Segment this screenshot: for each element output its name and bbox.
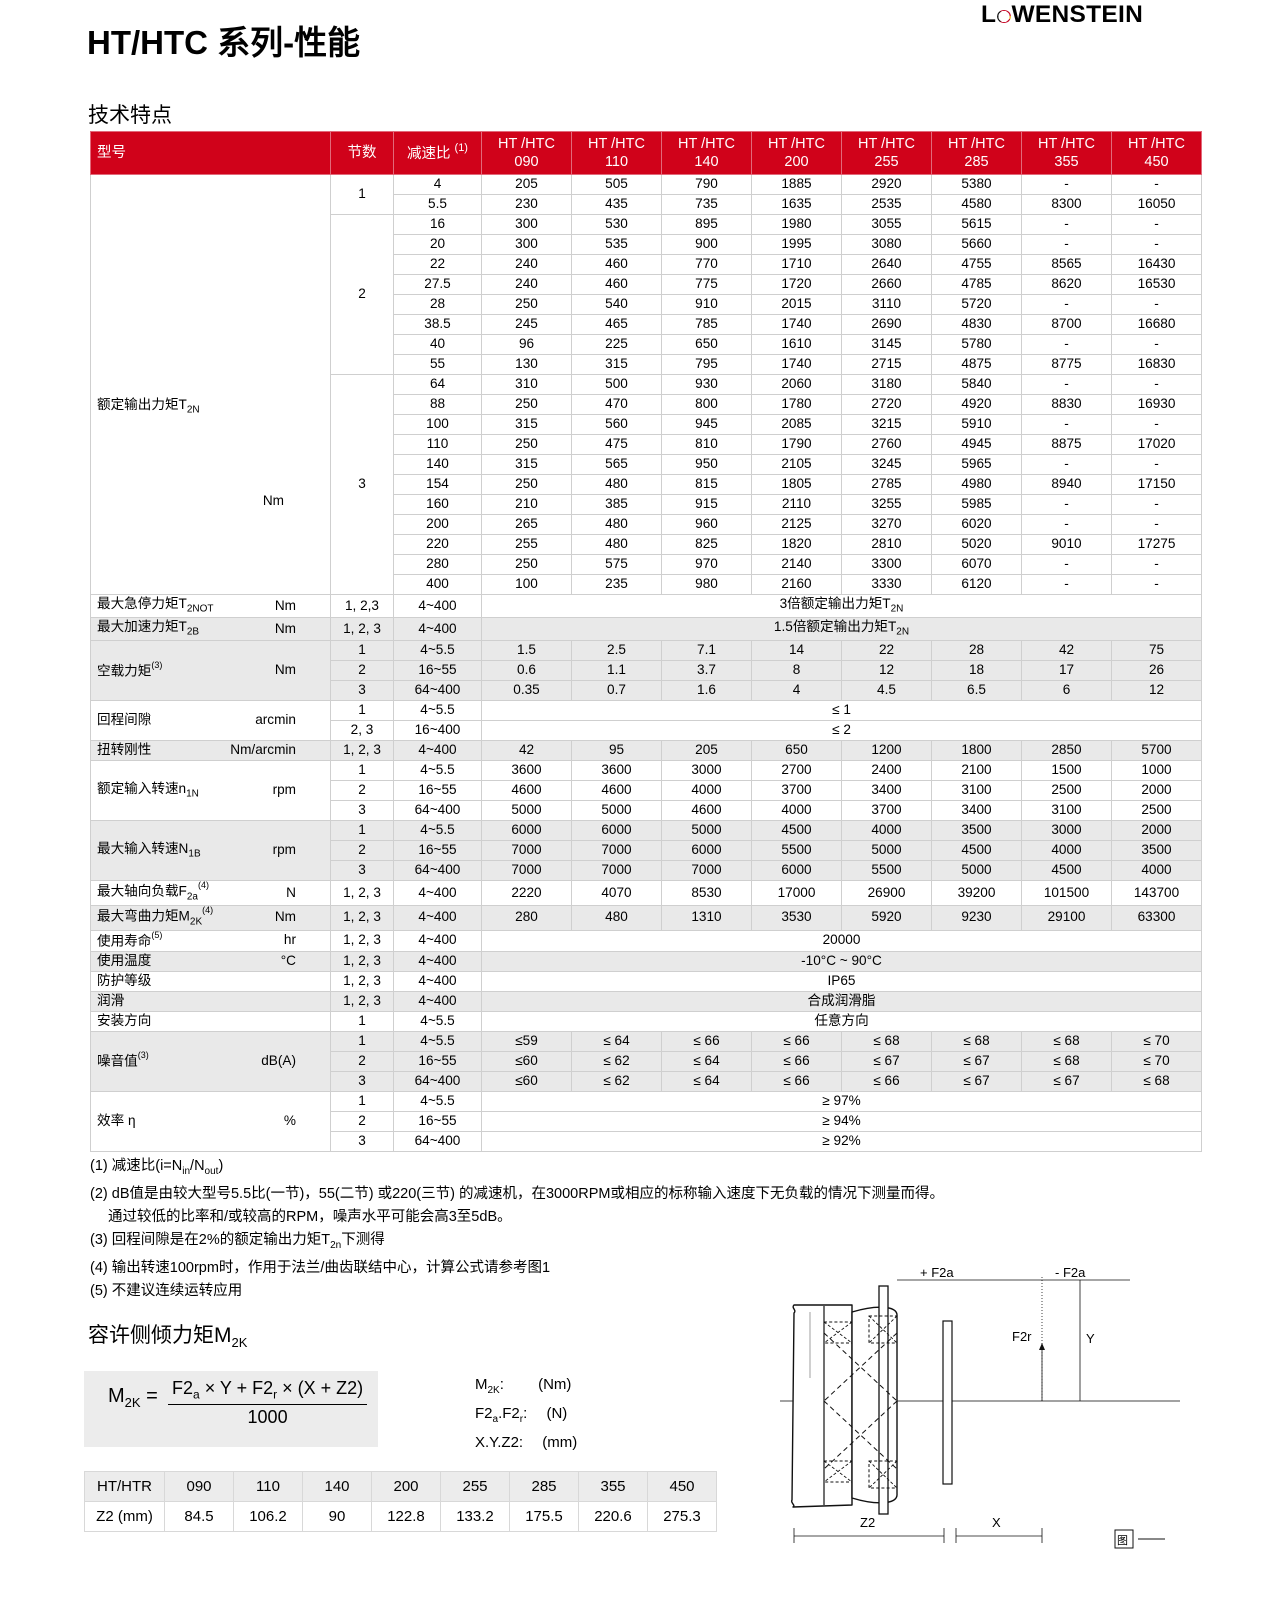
svg-text:- F2a: - F2a	[1055, 1265, 1086, 1280]
svg-text:F2r: F2r	[1012, 1329, 1032, 1344]
svg-text:图: 图	[1117, 1534, 1128, 1547]
svg-text:+ F2a: + F2a	[920, 1265, 954, 1280]
svg-text:Y: Y	[1086, 1331, 1095, 1346]
svg-text:X: X	[992, 1515, 1001, 1530]
svg-text:Z2: Z2	[860, 1515, 875, 1530]
